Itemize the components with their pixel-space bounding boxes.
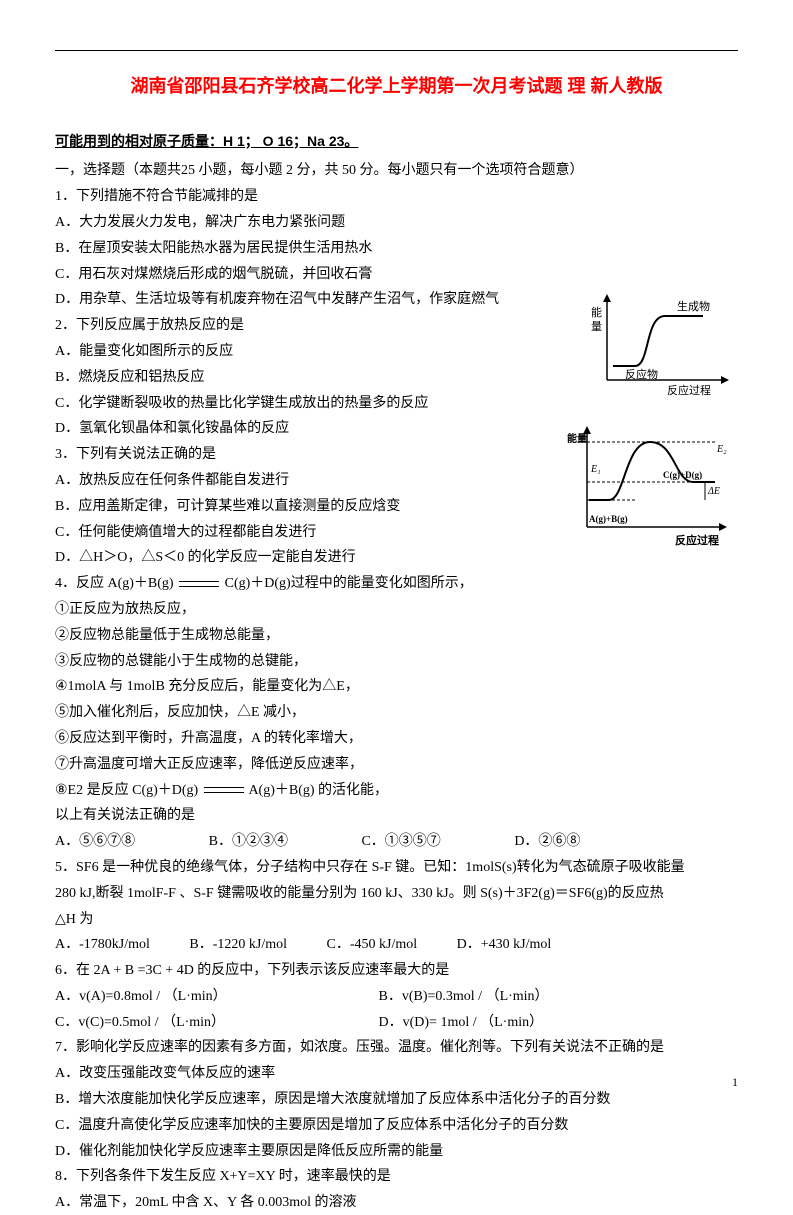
q4-l3: ③反应物的总键能小于生成物的总键能， [55, 650, 738, 674]
atomic-masses: 可能用到的相对原子质量：H 1； O 16；Na 23。 [55, 130, 738, 154]
q1-b: B．在屋顶安装太阳能热水器为居民提供生活用热水 [55, 237, 738, 261]
q4-stem: 4．反应 A(g)＋B(g) C(g)＋D(g)过程中的能量变化如图所示， [55, 572, 738, 596]
equilibrium-arrow-icon [179, 581, 219, 587]
fig2-products: C(g)+D(g) [663, 470, 702, 480]
fig2-reactants: A(g)+B(g) [589, 514, 628, 524]
q4-stem-1: 4．反应 A(g)＋B(g) [55, 576, 174, 591]
q1-a: A．大力发展火力发电，解决广东电力紧张问题 [55, 211, 738, 235]
q4-stem-2: C(g)＋D(g)过程中的能量变化如图所示， [225, 576, 473, 591]
equilibrium-arrow-icon [204, 787, 244, 793]
q4-b: B．①②③④ [209, 830, 288, 854]
q6-stem: 6．在 2A + B =3C + 4D 的反应中，下列表示该反应速率最大的是 [55, 959, 738, 983]
q5-a: A．-1780kJ/mol [55, 933, 150, 957]
q4-l8: ⑧E2 是反应 C(g)＋D(g) A(g)＋B(g) 的活化能， [55, 779, 738, 803]
fig2-e1: E₁ [590, 464, 601, 475]
q7-b: B．增大浓度能加快化学反应速率，原因是增大浓度就增加了反应体系中活化分子的百分数 [55, 1088, 738, 1112]
q4-d: D．②⑥⑧ [514, 830, 580, 854]
q5-options: A．-1780kJ/mol B．-1220 kJ/mol C．-450 kJ/m… [55, 933, 738, 957]
q1-stem: 1．下列措施不符合节能减排的是 [55, 185, 738, 209]
q4-options: A．⑤⑥⑦⑧ B．①②③④ C．①③⑤⑦ D．②⑥⑧ [55, 830, 738, 854]
q6-a: A．v(A)=0.8mol / （L·min） [55, 985, 375, 1009]
q4-l8-1: ⑧E2 是反应 C(g)＋D(g) [55, 783, 198, 798]
q6-c: C．v(C)=0.5mol / （L·min） [55, 1011, 375, 1035]
top-rule [55, 50, 738, 51]
q4-l6: ⑥反应达到平衡时，升高温度，A 的转化率增大， [55, 727, 738, 751]
q7-a: A．改变压强能改变气体反应的速率 [55, 1062, 738, 1086]
q6-b: B．v(B)=0.3mol / （L·min） [379, 989, 549, 1004]
q4-l2: ②反应物总能量低于生成物总能量， [55, 624, 738, 648]
page-title: 湖南省邵阳县石齐学校高二化学上学期第一次月考试题 理 新人教版 [55, 71, 738, 102]
q4-l7: ⑦升高温度可增大正反应速率，降低逆反应速率， [55, 753, 738, 777]
q7-d: D．催化剂能加快化学反应速率主要原因是降低反应所需的能量 [55, 1140, 738, 1164]
q7-c: C．温度升高使化学反应速率加快的主要原因是增加了反应体系中活化分子的百分数 [55, 1114, 738, 1138]
q4-l4: ④1molA 与 1molB 充分反应后，能量变化为△E， [55, 675, 738, 699]
fig1-ylabel-1: 能 [591, 305, 602, 319]
fig2-de: ΔE [707, 486, 720, 497]
q7-stem: 7．影响化学反应速率的因素有多方面，如浓度。压强。温度。催化剂等。下列有关说法不… [55, 1036, 738, 1060]
q4-l1: ①正反应为放热反应， [55, 598, 738, 622]
q1-c: C．用石灰对煤燃烧后形成的烟气脱硫，并回收石膏 [55, 263, 738, 287]
q6-d: D．v(D)= 1mol / （L·min） [379, 1015, 544, 1030]
fig1-ylabel-2: 量 [591, 320, 602, 333]
fig2-ylabel: 能量 [567, 432, 587, 445]
q4-l5: ⑤加入催化剂后，反应加快，△E 减小， [55, 701, 738, 725]
q8-a: A．常温下，20mL 中含 X、Y 各 0.003mol 的溶液 [55, 1191, 738, 1215]
fig1-products: 生成物 [677, 299, 710, 313]
fig2-xlabel: 反应过程 [675, 533, 719, 547]
q4-l8-2: A(g)＋B(g) 的活化能， [248, 783, 388, 798]
page-number: 1 [732, 1072, 738, 1092]
q5-l3: △H 为 [55, 908, 738, 932]
q5-l1: 5．SF6 是一种优良的绝缘气体，分子结构中只存在 S-F 键。已知：1molS… [55, 856, 738, 880]
fig1-reactants: 反应物 [625, 367, 658, 381]
fig1-xlabel: 反应过程 [667, 383, 711, 397]
energy-diagram-figure-2: 能量 E₁ E₂ ΔE A(g)+B(g) C(g)+D(g) 反应过程 [565, 422, 735, 552]
q4-conclusion: 以上有关说法正确的是 [55, 804, 738, 828]
section-header: 一，选择题（本题共25 小题，每小题 2 分，共 50 分。每小题只有一个选项符… [55, 159, 738, 183]
q5-l2: 280 kJ,断裂 1molF-F 、S-F 键需吸收的能量分别为 160 kJ… [55, 882, 738, 906]
q5-b: B．-1220 kJ/mol [189, 933, 287, 957]
energy-diagram-figure-1: 能 量 生成物 反应物 反应过程 [585, 288, 735, 398]
q4-c: C．①③⑤⑦ [361, 830, 440, 854]
q8-stem: 8．下列各条件下发生反应 X+Y=XY 时，速率最快的是 [55, 1165, 738, 1189]
q5-d: D．+430 kJ/mol [457, 933, 552, 957]
q6-options-1: A．v(A)=0.8mol / （L·min） B．v(B)=0.3mol / … [55, 985, 738, 1009]
q6-options-2: C．v(C)=0.5mol / （L·min） D．v(D)= 1mol / （… [55, 1011, 738, 1035]
fig2-e2: E₂ [716, 444, 727, 455]
q5-c: C．-450 kJ/mol [327, 933, 418, 957]
q4-a: A．⑤⑥⑦⑧ [55, 830, 135, 854]
